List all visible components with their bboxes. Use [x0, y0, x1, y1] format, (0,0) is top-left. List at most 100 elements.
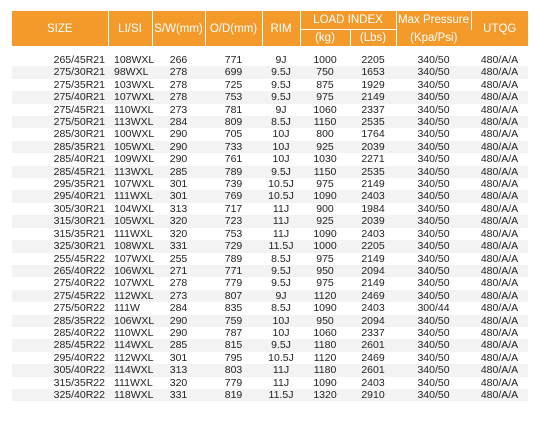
max-pressure-cell: 340/50 [396, 277, 472, 290]
li-si-cell: 111W [108, 302, 152, 315]
max-pressure-cell: 340/50 [396, 202, 472, 216]
rim-cell: 10J [262, 140, 300, 154]
size-cell: 295/40R21 [12, 190, 108, 203]
section-width-cell: 266 [152, 54, 205, 67]
header-max-pressure: Max Pressure [396, 11, 472, 30]
overall-diameter-cell: 789 [205, 165, 262, 179]
load-lbs-cell: 2149 [350, 277, 397, 290]
li-si-cell: 109WXL [108, 153, 154, 166]
section-width-cell: 273 [152, 289, 205, 303]
rim-cell: 9.5J [262, 277, 300, 290]
load-kg-cell: 925 [300, 140, 350, 154]
table-row: 285/40R21 109WXL 290 761 10J 1030 2271 340/50 48… [12, 153, 529, 166]
size-cell: 295/35R21 [12, 178, 108, 191]
load-lbs-cell: 2535 [350, 165, 397, 179]
li-si-cell: 114WXL [108, 364, 154, 377]
max-pressure-cell: 340/50 [396, 264, 472, 278]
load-kg-cell: 1150 [300, 116, 350, 129]
utqg-cell: 480/A/A [471, 128, 529, 141]
li-si-cell: 110WXL [108, 326, 154, 340]
max-pressure-cell: 340/50 [396, 153, 472, 166]
li-si-cell: 110WXL [108, 103, 154, 117]
load-kg-cell: 750 [300, 66, 350, 79]
load-kg-cell: 1060 [300, 103, 350, 117]
li-si-cell: 112WXL [108, 289, 154, 303]
table-row: 265/40R22 106WXL 271 771 9.5J 950 2094 340/50 48… [12, 264, 529, 278]
utqg-cell: 480/A/A [471, 364, 529, 377]
load-kg-cell: 975 [300, 91, 350, 104]
max-pressure-cell: 340/50 [396, 66, 472, 79]
size-cell: 265/40R22 [12, 264, 108, 278]
utqg-cell: 480/A/A [471, 277, 529, 290]
size-cell: 305/40R22 [12, 364, 108, 377]
load-kg-cell: 1090 [300, 190, 350, 203]
overall-diameter-cell: 705 [205, 128, 262, 141]
load-lbs-cell: 2469 [350, 289, 397, 303]
size-cell: 285/40R21 [12, 153, 108, 166]
overall-diameter-cell: 807 [205, 289, 262, 303]
li-si-cell: 108WXL [108, 240, 154, 253]
size-cell: 295/40R22 [12, 351, 108, 365]
li-si-cell: 113WXL [108, 116, 154, 129]
rim-cell: 10J [262, 128, 300, 141]
utqg-cell: 480/A/A [471, 339, 529, 352]
load-lbs-cell: 2149 [350, 178, 397, 191]
section-width-cell: 285 [152, 339, 205, 352]
utqg-cell: 480/A/A [471, 376, 529, 389]
size-cell: 305/30R21 [12, 202, 108, 216]
utqg-cell: 480/A/A [471, 351, 529, 365]
table-row: 295/40R22 112WXL 301 795 10.5J 1120 2469 340/50… [12, 351, 529, 365]
section-width-cell: 331 [152, 388, 205, 402]
load-kg-cell: 1180 [300, 364, 350, 377]
table-row: 265/45R21 108WXL 266 771 9J 1000 2205 340/50 480… [12, 54, 529, 67]
table-row: 305/40R22 114WXL 313 803 11J 1180 2601 340/50 48… [12, 364, 529, 377]
section-width-cell: 320 [152, 376, 205, 389]
size-cell: 275/50R22 [12, 302, 108, 315]
overall-diameter-cell: 723 [205, 215, 262, 228]
max-pressure-cell: 340/50 [396, 339, 472, 352]
size-cell: 285/45R21 [12, 165, 108, 179]
section-width-cell: 313 [152, 202, 205, 216]
section-width-cell: 301 [152, 190, 205, 203]
overall-diameter-cell: 779 [205, 376, 262, 389]
overall-diameter-cell: 725 [205, 78, 262, 92]
table-row: 315/30R21 105WXL 320 723 11J 925 2039 340/50 480… [12, 215, 529, 228]
max-pressure-cell: 340/50 [396, 289, 472, 303]
section-width-cell: 278 [152, 66, 205, 79]
section-width-cell: 271 [152, 264, 205, 278]
load-kg-cell: 800 [300, 128, 350, 141]
utqg-cell: 480/A/A [471, 165, 529, 179]
max-pressure-cell: 340/50 [396, 227, 472, 241]
overall-diameter-cell: 803 [205, 364, 262, 377]
utqg-cell: 480/A/A [471, 326, 529, 340]
size-cell: 275/45R22 [12, 289, 108, 303]
li-si-cell: 105WXL [108, 140, 154, 154]
size-cell: 275/40R22 [12, 277, 108, 290]
load-lbs-cell: 2337 [350, 326, 397, 340]
utqg-cell: 480/A/A [471, 202, 529, 216]
section-width-cell: 290 [152, 314, 205, 327]
table-row: 255/45R22 107WXL 255 789 8.5J 975 2149 340/50 48… [12, 252, 529, 265]
overall-diameter-cell: 717 [205, 202, 262, 216]
load-kg-cell: 1090 [300, 227, 350, 241]
table-row: 285/35R21 105WXL 290 733 10J 925 2039 340/50 480… [12, 140, 529, 154]
utqg-cell: 480/A/A [471, 264, 529, 278]
header-overall-diameter: O/D(mm) [205, 11, 263, 46]
li-si-cell: 104WXL [108, 202, 154, 216]
max-pressure-cell: 340/50 [396, 326, 472, 340]
rim-cell: 10J [262, 326, 300, 340]
load-kg-cell: 950 [300, 314, 350, 327]
rim-cell: 11J [262, 202, 300, 216]
load-kg-cell: 1030 [300, 153, 350, 166]
rim-cell: 9.5J [262, 66, 300, 79]
header-load-kg: (kg) [300, 29, 351, 46]
load-lbs-cell: 2601 [350, 339, 397, 352]
rim-cell: 9.5J [262, 78, 300, 92]
size-cell: 275/40R21 [12, 91, 108, 104]
section-width-cell: 284 [152, 116, 205, 129]
section-width-cell: 290 [152, 128, 205, 141]
load-lbs-cell: 2601 [350, 364, 397, 377]
overall-diameter-cell: 771 [205, 54, 262, 67]
size-cell: 315/30R21 [12, 215, 108, 228]
utqg-cell: 480/A/A [471, 78, 529, 92]
